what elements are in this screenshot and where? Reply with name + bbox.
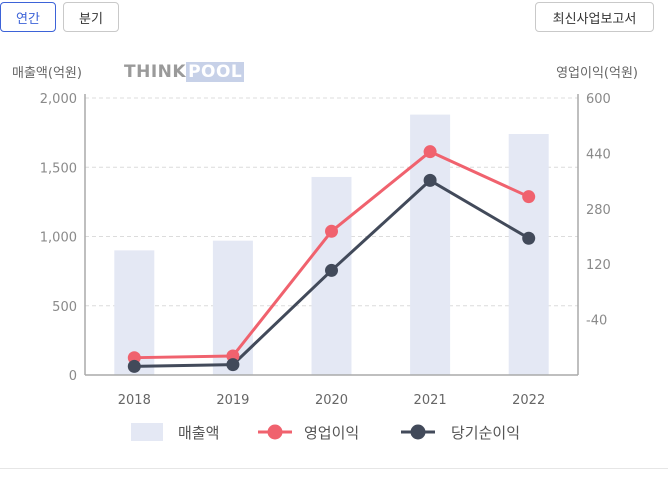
right-tick-label: 600 (586, 92, 611, 107)
financial-chart: 0 500 1,000 1,500 2,000 -40 120 280 440 600 2018 20… (40, 92, 611, 442)
legend-swatch-revenue (131, 423, 163, 441)
legend-label-revenue: 매출액 (178, 424, 219, 442)
thinkpool-logo: THINK POOL (124, 62, 245, 82)
legend-label-operating-profit: 영업이익 (304, 424, 359, 442)
right-tick-label: -40 (586, 314, 607, 329)
point-net-income-2018 (127, 359, 141, 373)
latest-report-button[interactable]: 최신사업보고서 (535, 2, 654, 32)
x-tick-label: 2021 (414, 393, 447, 408)
point-operating-profit-2020 (325, 224, 338, 238)
quarter-tab[interactable]: 분기 (63, 2, 119, 32)
legend-label-net-income: 당기순이익 (451, 424, 520, 442)
point-operating-profit-2022 (522, 190, 536, 204)
right-tick-label: 440 (586, 147, 611, 162)
right-tick-label: 280 (586, 203, 611, 218)
point-operating-profit-2021 (423, 145, 437, 159)
point-net-income-2020 (325, 263, 338, 277)
right-axis-label: 영업이익(억원) (556, 66, 638, 81)
left-tick-label: 2,000 (40, 92, 77, 107)
left-tick-label: 0 (69, 369, 77, 384)
x-tick-label: 2018 (118, 393, 151, 408)
left-tick-label: 500 (52, 300, 77, 315)
x-tick-label: 2020 (315, 393, 348, 408)
legend-swatch-net-income-dot (410, 424, 426, 440)
point-net-income-2019 (226, 358, 240, 372)
left-axis-label: 매출액(억원) (12, 66, 82, 81)
left-tick-label: 1,500 (40, 161, 77, 176)
right-tick-label: 120 (586, 258, 611, 273)
annual-tab[interactable]: 연간 (0, 2, 56, 32)
left-tick-label: 1,000 (40, 231, 77, 246)
point-net-income-2021 (423, 173, 437, 187)
x-tick-label: 2022 (512, 393, 545, 408)
point-net-income-2022 (522, 231, 536, 245)
legend-swatch-operating-profit-dot (267, 424, 283, 440)
bottom-divider (0, 468, 668, 469)
x-tick-label: 2019 (216, 393, 249, 408)
bar-revenue-2022 (508, 134, 549, 375)
